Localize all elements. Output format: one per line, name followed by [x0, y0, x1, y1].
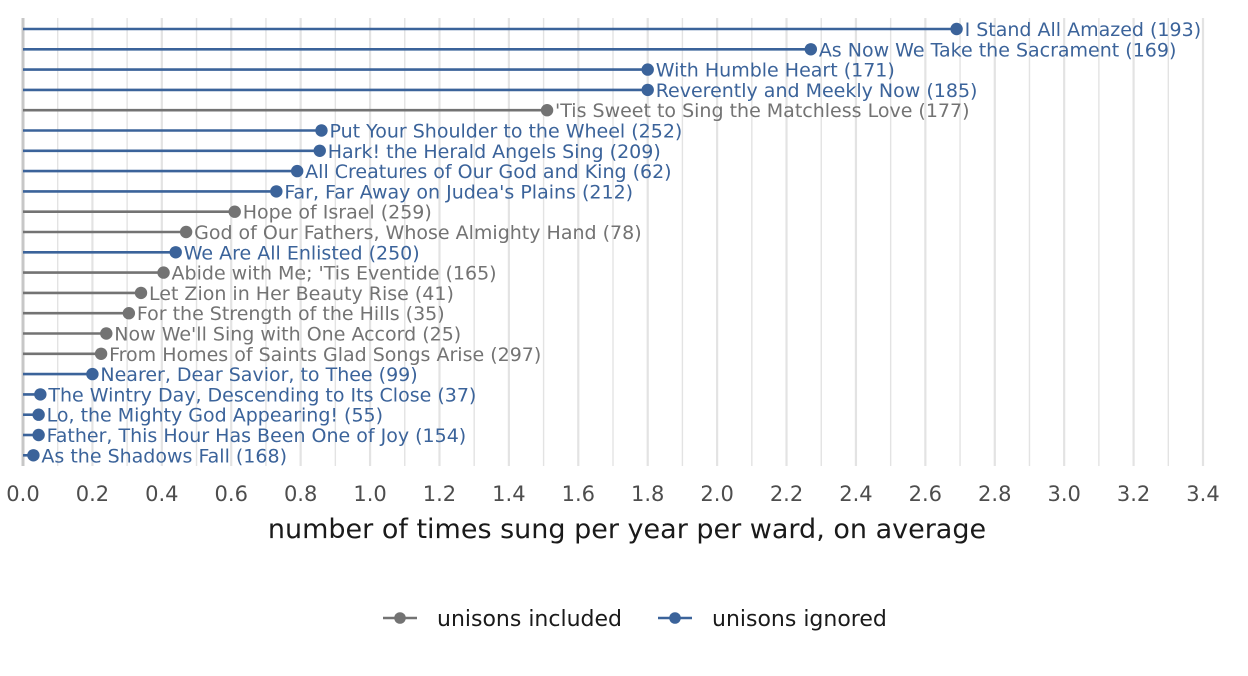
point-label: Put Your Shoulder to the Wheel (252) — [329, 121, 682, 143]
point-label: As the Shadows Fall (168) — [41, 445, 287, 467]
lollipop-point — [86, 367, 99, 381]
lollipop-point — [179, 225, 193, 239]
legend-label: unisons ignored — [712, 607, 887, 632]
point-label: As Now We Take the Sacrament (169) — [819, 39, 1177, 61]
x-tick-label: 1.8 — [631, 482, 664, 506]
lollipop-point — [169, 246, 182, 259]
lollipop-point — [94, 347, 108, 360]
x-tick-label: 2.4 — [839, 482, 872, 506]
lollipop-point — [950, 22, 963, 36]
point-label: Lo, the Mighty God Appearing! (55) — [47, 405, 383, 427]
lollipop-point — [134, 286, 148, 300]
legend: unisons included unisons ignored — [383, 607, 887, 632]
point-label: Now We'll Sing with One Accord (25) — [114, 324, 461, 346]
x-axis-title: number of times sung per year per ward, … — [268, 514, 986, 545]
lollipop-point — [157, 266, 170, 279]
point-label: I Stand All Amazed (193) — [965, 19, 1202, 41]
x-tick-label: 2.8 — [978, 482, 1011, 506]
marks-layer — [23, 22, 963, 462]
x-tick-label: 0.0 — [6, 482, 39, 506]
grid-layer — [21, 18, 1205, 466]
point-label: Let Zion in Her Beauty Rise (41) — [149, 283, 454, 305]
lollipop-point — [34, 388, 47, 401]
point-label: All Creatures of Our God and King (62) — [305, 161, 671, 183]
point-label: God of Our Fathers, Whose Almighty Hand … — [194, 222, 642, 244]
point-label: Hope of Israel (259) — [243, 202, 432, 224]
point-label: Reverently and Meekly Now (185) — [656, 80, 978, 102]
x-tick-label: 0.2 — [76, 482, 109, 506]
point-label: Hark! the Herald Angels Sing (209) — [328, 141, 661, 163]
point-label: Nearer, Dear Savior, to Thee (99) — [100, 364, 417, 386]
point-label: 'Tis Sweet to Sing the Matchless Love (1… — [555, 100, 969, 122]
x-tick-label: 1.2 — [423, 482, 456, 506]
lollipop-point — [270, 185, 283, 198]
lollipop-point — [100, 327, 113, 340]
lollipop-point — [804, 43, 818, 56]
x-tick-label: 2.2 — [770, 482, 803, 506]
point-labels-layer: I Stand All Amazed (193)As Now We Take t… — [41, 19, 1201, 467]
x-tick-label: 2.0 — [700, 482, 733, 506]
point-label: The Wintry Day, Descending to Its Close … — [47, 384, 476, 406]
x-tick-label: 1.6 — [562, 482, 595, 506]
lollipop-point — [313, 144, 326, 157]
x-tick-labels: 0.0 0.2 0.4 0.6 0.8 1.0 1.2 1.4 1.6 1.8 2.0 2.2 2.4 2… — [6, 482, 1219, 506]
x-tick-label: 1.0 — [353, 482, 386, 506]
lollipop-point — [32, 408, 45, 421]
x-tick-label: 0.4 — [145, 482, 178, 506]
point-label: With Humble Heart (171) — [656, 60, 895, 82]
legend-item: unisons ignored — [658, 607, 887, 632]
x-tick-label: 1.4 — [492, 482, 525, 506]
lollipop-point — [641, 83, 654, 97]
point-label: Abide with Me; 'Tis Eventide (165) — [172, 263, 497, 285]
legend-label: unisons included — [437, 607, 622, 632]
point-label: We Are All Enlisted (250) — [184, 242, 420, 264]
lollipop-point — [228, 205, 241, 218]
x-tick-label: 3.0 — [1047, 482, 1080, 506]
point-label: Far, Far Away on Judea's Plains (212) — [284, 181, 633, 203]
lollipop-point — [290, 164, 304, 178]
x-tick-label: 0.8 — [284, 482, 317, 506]
lollipop-point — [27, 449, 40, 462]
lollipop-point — [540, 104, 554, 117]
point-label: For the Strength of the Hills (35) — [137, 303, 445, 325]
x-tick-label: 3.2 — [1117, 482, 1150, 506]
lollipop-point — [315, 124, 328, 137]
x-tick-label: 3.4 — [1186, 482, 1219, 506]
lollipop-point — [122, 307, 136, 320]
x-tick-label: 0.6 — [215, 482, 248, 506]
legend-item: unisons included — [383, 607, 622, 632]
legend-marker — [394, 612, 406, 624]
lollipop-point — [641, 63, 654, 76]
x-tick-label: 2.6 — [909, 482, 942, 506]
point-label: Father, This Hour Has Been One of Joy (1… — [47, 425, 467, 447]
point-label: From Homes of Saints Glad Songs Arise (2… — [109, 344, 541, 366]
legend-marker — [669, 612, 681, 624]
lollipop-point — [32, 428, 45, 442]
